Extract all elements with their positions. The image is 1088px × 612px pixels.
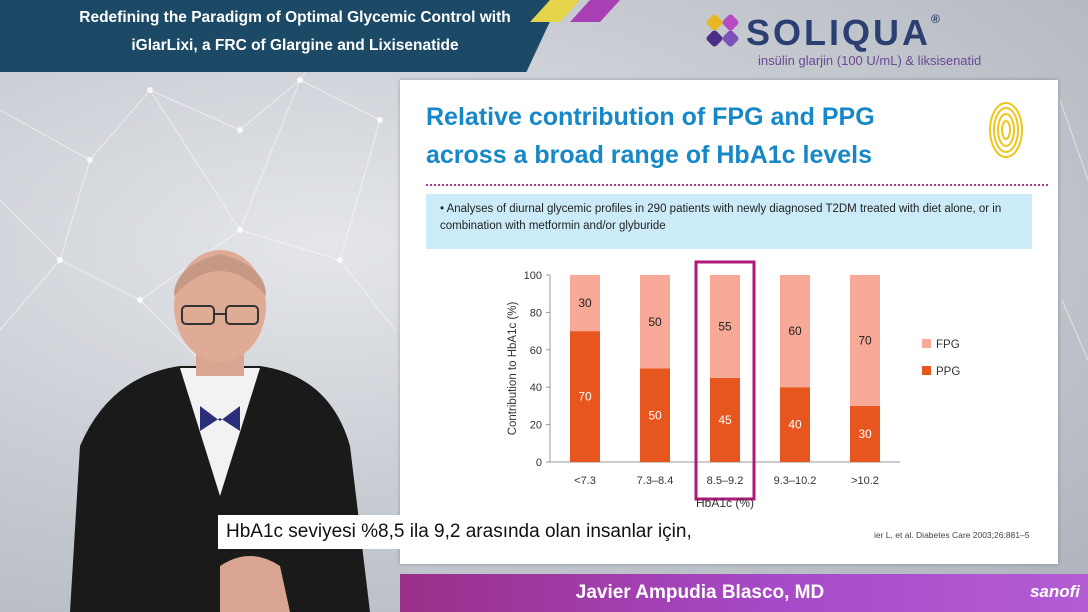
data-label-ppg: 70 <box>578 390 592 404</box>
data-label-ppg: 40 <box>788 418 802 432</box>
title-divider <box>426 184 1048 186</box>
bar-fpg <box>780 275 810 388</box>
data-label-ppg: 50 <box>648 408 662 422</box>
data-label-fpg: 55 <box>718 319 732 333</box>
y-tick-label: 80 <box>530 307 542 319</box>
soliqua-logo-icon <box>706 14 739 47</box>
y-tick-label: 0 <box>536 457 542 469</box>
y-tick-label: 100 <box>524 270 542 282</box>
speaker-video <box>70 250 370 612</box>
y-axis-label: Contribution to HbA1c (%) <box>507 302 519 436</box>
data-label-fpg: 50 <box>648 315 662 329</box>
x-tick-label: 9.3–10.2 <box>774 475 817 487</box>
caption-subtitle: HbA1c seviyesi %8,5 ila 9,2 arasında ola… <box>218 515 702 549</box>
bar-ppg <box>850 405 880 462</box>
legend-label-ppg: PPG <box>936 366 960 378</box>
bar-ppg <box>710 377 740 462</box>
x-tick-label: 8.5–9.2 <box>707 475 744 487</box>
brand-subtitle: insülin glarjin (100 U/mL) & liksisenati… <box>758 53 982 68</box>
title-line-2: iGlarLixi, a FRC of Glargine and Lixisen… <box>131 37 459 54</box>
brand-registered-mark: ® <box>931 12 940 26</box>
bar-fpg <box>640 275 670 369</box>
title-banner: Redefining the Paradigm of Optimal Glyce… <box>0 0 560 72</box>
legend-swatch-ppg <box>922 366 931 375</box>
sanofi-logo: sanofi <box>1029 582 1080 601</box>
title-line-1: Redefining the Paradigm of Optimal Glyce… <box>79 9 511 26</box>
lower-third-bar: Javier Ampudia Blasco, MD sanofi <box>400 574 1088 612</box>
y-tick-label: 40 <box>530 382 542 394</box>
legend-label-fpg: FPG <box>936 339 960 351</box>
brand-name: SOLIQUA <box>746 12 932 53</box>
slide-reference: ier L, et al. Diabetes Care 2003;26:881–… <box>874 530 1030 540</box>
bullet-text: • Analyses of diurnal glycemic profiles … <box>440 203 1002 232</box>
bar-ppg <box>570 331 600 462</box>
slide-title-line-1: Relative contribution of FPG and PPG <box>426 103 875 131</box>
bar-fpg <box>710 275 740 378</box>
data-label-fpg: 60 <box>788 324 802 338</box>
data-label-fpg: 30 <box>578 296 592 310</box>
slide-title-line-2: across a broad range of HbA1c levels <box>426 141 873 169</box>
slide-title: Relative contribution of FPG and PPG acr… <box>426 98 986 174</box>
y-tick-label: 20 <box>530 420 542 432</box>
x-tick-label: >10.2 <box>851 475 879 487</box>
highlight-box <box>694 260 756 501</box>
fingerprint-icon <box>989 102 1023 158</box>
speaker-name: Javier Ampudia Blasco, MD <box>575 582 825 603</box>
data-label-ppg: 45 <box>718 413 732 427</box>
y-tick-label: 60 <box>530 345 542 357</box>
bar-fpg <box>850 275 880 406</box>
banner-stripe-decoration <box>530 0 620 22</box>
x-axis-label: HbA1c (%) <box>696 496 754 510</box>
legend-swatch-fpg <box>922 339 931 348</box>
data-label-ppg: 30 <box>858 427 872 441</box>
bar-ppg <box>780 387 810 462</box>
soliqua-logo: SOLIQUA® insülin glarjin (100 U/mL) & li… <box>706 10 981 72</box>
x-tick-label: 7.3–8.4 <box>637 475 674 487</box>
bar-fpg <box>570 275 600 332</box>
presentation-slide: Relative contribution of FPG and PPG acr… <box>400 80 1058 564</box>
bar-ppg <box>640 368 670 462</box>
x-tick-label: <7.3 <box>574 475 596 487</box>
stacked-bar-chart: 0 20 40 60 80 100 Contribution to HbA1c (%) 70 3… <box>507 260 960 510</box>
bullet-box: • Analyses of diurnal glycemic profiles … <box>426 194 1032 249</box>
data-label-fpg: 70 <box>858 333 872 347</box>
